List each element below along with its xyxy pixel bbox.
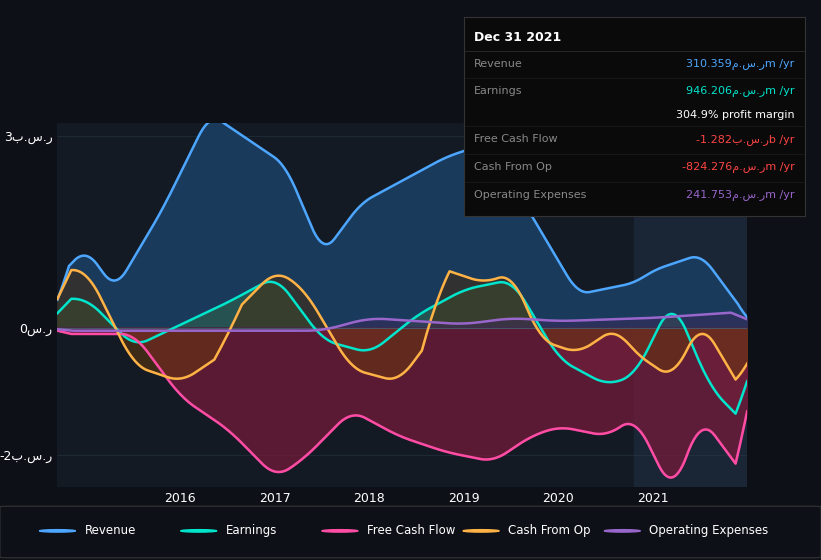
Circle shape — [604, 530, 640, 532]
Text: Operating Expenses: Operating Expenses — [474, 190, 586, 200]
Text: Free Cash Flow: Free Cash Flow — [474, 134, 557, 144]
Text: 241.753م.س.رm /yr: 241.753م.س.رm /yr — [686, 190, 795, 200]
Circle shape — [463, 530, 499, 532]
Text: -1.282ب.س.رb /yr: -1.282ب.س.رb /yr — [696, 134, 795, 145]
Text: Dec 31 2021: Dec 31 2021 — [474, 31, 562, 44]
Circle shape — [181, 530, 217, 532]
Text: 310.359م.س.رm /yr: 310.359م.س.رm /yr — [686, 59, 795, 69]
Text: Revenue: Revenue — [85, 524, 136, 538]
Text: Revenue: Revenue — [474, 59, 523, 68]
Circle shape — [322, 530, 358, 532]
Text: Earnings: Earnings — [226, 524, 277, 538]
Bar — [634, 123, 747, 487]
Text: Cash From Op: Cash From Op — [474, 162, 552, 172]
Text: 946.206م.س.رm /yr: 946.206م.س.رm /yr — [686, 86, 795, 97]
Text: -824.276م.س.رm /yr: -824.276م.س.رm /yr — [681, 162, 795, 173]
Text: Cash From Op: Cash From Op — [508, 524, 590, 538]
Text: Earnings: Earnings — [474, 86, 523, 96]
Text: Free Cash Flow: Free Cash Flow — [367, 524, 456, 538]
Circle shape — [39, 530, 76, 532]
Text: Operating Expenses: Operating Expenses — [649, 524, 768, 538]
Text: 304.9% profit margin: 304.9% profit margin — [676, 110, 795, 120]
